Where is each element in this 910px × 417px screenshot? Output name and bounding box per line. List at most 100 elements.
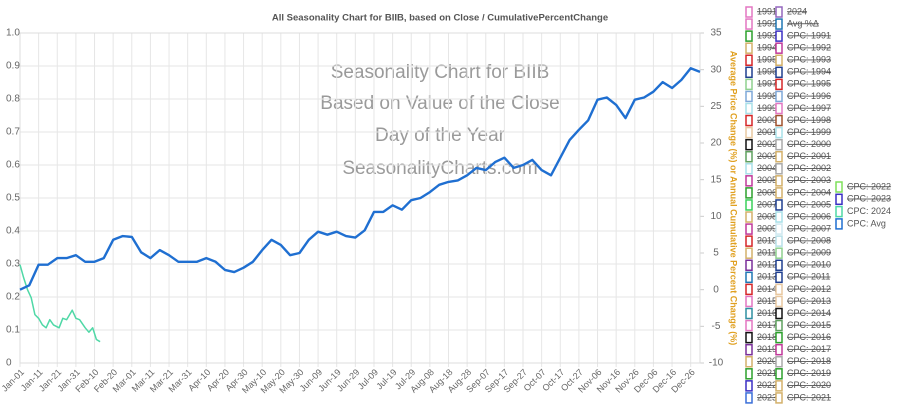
legend-label: 2017 bbox=[757, 320, 777, 330]
legend-label: CPC: 1995 bbox=[787, 79, 831, 89]
legend-label: 2020 bbox=[757, 356, 777, 366]
legend-swatch bbox=[745, 235, 753, 247]
legend-swatch bbox=[745, 90, 753, 103]
legend-swatch bbox=[745, 380, 753, 392]
y2-tick-label: 5 bbox=[713, 248, 719, 259]
legend-label: 1995 bbox=[757, 55, 777, 65]
legend-swatch bbox=[775, 18, 783, 30]
watermark: SeasonalityCharts.com bbox=[342, 158, 537, 179]
legend-label: CPC: 2005 bbox=[787, 199, 831, 209]
legend-swatch bbox=[775, 368, 783, 380]
legend-label: CPC: 2002 bbox=[787, 163, 831, 173]
y2-tick-label: -10 bbox=[709, 358, 724, 369]
y2-tick-label: -5 bbox=[712, 321, 721, 332]
legend-label: 1997 bbox=[757, 79, 777, 89]
legend-swatch bbox=[775, 187, 783, 199]
legend-label: 1991 bbox=[757, 6, 777, 16]
legend-label: CPC: 2018 bbox=[787, 356, 831, 366]
legend-swatch bbox=[775, 163, 783, 175]
legend-swatch bbox=[835, 218, 843, 230]
legend-swatch bbox=[745, 223, 753, 235]
legend-label: CPC: 1996 bbox=[787, 91, 831, 101]
legend-swatch bbox=[775, 42, 783, 54]
legend-swatch bbox=[775, 102, 783, 115]
legend-swatch bbox=[745, 163, 753, 175]
legend-swatch bbox=[775, 343, 783, 356]
legend-label: 2005 bbox=[757, 175, 777, 185]
legend-swatch bbox=[745, 78, 753, 91]
legend-swatch bbox=[775, 66, 783, 79]
y-tick-label: 0.4 bbox=[6, 226, 20, 237]
series-line bbox=[19, 67, 701, 291]
legend-label: CPC: 2004 bbox=[787, 187, 831, 197]
legend-swatch bbox=[775, 223, 783, 235]
y2-tick-label: 10 bbox=[710, 211, 722, 222]
legend-label: 1994 bbox=[757, 43, 777, 53]
legend-swatch bbox=[745, 30, 753, 42]
legend-label: CPC: 2008 bbox=[787, 236, 831, 246]
y2-tick-label: 25 bbox=[710, 101, 722, 112]
legend-swatch bbox=[775, 307, 783, 320]
legend-swatch bbox=[745, 343, 753, 356]
legend-swatch bbox=[775, 319, 783, 332]
y-tick-label: 1.0 bbox=[6, 28, 20, 39]
legend-swatch bbox=[775, 355, 783, 368]
legend-swatch bbox=[745, 392, 753, 404]
legend-label: CPC: 1998 bbox=[787, 115, 831, 125]
legend-label: CPC: 2020 bbox=[787, 380, 831, 390]
legend-label: CPC: 2000 bbox=[787, 139, 831, 149]
legend-swatch bbox=[775, 259, 783, 272]
y-tick-label: 0.3 bbox=[6, 259, 20, 270]
legend-swatch bbox=[775, 126, 783, 139]
legend-swatch bbox=[745, 150, 753, 163]
y-tick-label: 0.5 bbox=[6, 193, 20, 204]
legend-label: CPC: 2001 bbox=[787, 151, 831, 161]
legend-swatch bbox=[775, 283, 783, 296]
legend-swatch bbox=[775, 271, 783, 284]
legend-swatch bbox=[745, 283, 753, 296]
legend-label: CPC: 2017 bbox=[787, 344, 831, 354]
legend-swatch bbox=[745, 295, 753, 308]
legend-label: CPC: 1991 bbox=[787, 30, 831, 40]
legend-swatch bbox=[745, 247, 753, 259]
legend-label: CPC: 2015 bbox=[787, 320, 831, 330]
legend-swatch bbox=[835, 193, 843, 206]
legend-swatch bbox=[835, 181, 843, 193]
y2-tick-label: 0 bbox=[713, 284, 719, 295]
legend-label: CPC: 2011 bbox=[787, 272, 830, 282]
legend-swatch bbox=[745, 211, 753, 223]
y-tick-label: 0.7 bbox=[6, 127, 20, 138]
legend-label: 2019 bbox=[757, 344, 777, 354]
legend-label: CPC: 2012 bbox=[787, 284, 831, 294]
legend-label: 2001 bbox=[757, 127, 777, 137]
legend-swatch bbox=[745, 368, 753, 380]
y-tick-label: 0.2 bbox=[6, 292, 20, 303]
legend-swatch bbox=[775, 114, 783, 127]
legend-swatch bbox=[745, 66, 753, 79]
legend-label: CPC: Avg bbox=[847, 218, 886, 228]
y2-tick-label: 20 bbox=[710, 138, 722, 149]
legend-swatch bbox=[745, 175, 753, 187]
legend-label: CPC: 1994 bbox=[787, 67, 831, 77]
legend-label: CPC: 2014 bbox=[787, 308, 831, 318]
legend-label: 2016 bbox=[757, 308, 777, 318]
legend-swatch bbox=[775, 6, 783, 18]
legend-swatch bbox=[775, 90, 783, 103]
legend-label: 2008 bbox=[757, 211, 777, 221]
legend-swatch bbox=[745, 187, 753, 199]
legend-label: 2014 bbox=[757, 284, 777, 294]
plot-border bbox=[19, 32, 701, 364]
legend-swatch bbox=[775, 150, 783, 163]
legend-swatch bbox=[745, 199, 753, 211]
legend-label: 2006 bbox=[757, 187, 777, 197]
legend-swatch bbox=[745, 307, 753, 320]
legend-swatch bbox=[775, 247, 783, 259]
y2-tick-label: 15 bbox=[710, 174, 722, 185]
legend-label: CPC: 2010 bbox=[787, 260, 831, 270]
legend-label: 2012 bbox=[757, 260, 777, 270]
legend-label: CPC: 2022 bbox=[847, 181, 891, 191]
legend-swatch bbox=[775, 30, 783, 42]
legend-label: 1993 bbox=[757, 30, 777, 40]
y-tick-label: 0.6 bbox=[6, 160, 20, 171]
legend-swatch bbox=[745, 138, 753, 151]
